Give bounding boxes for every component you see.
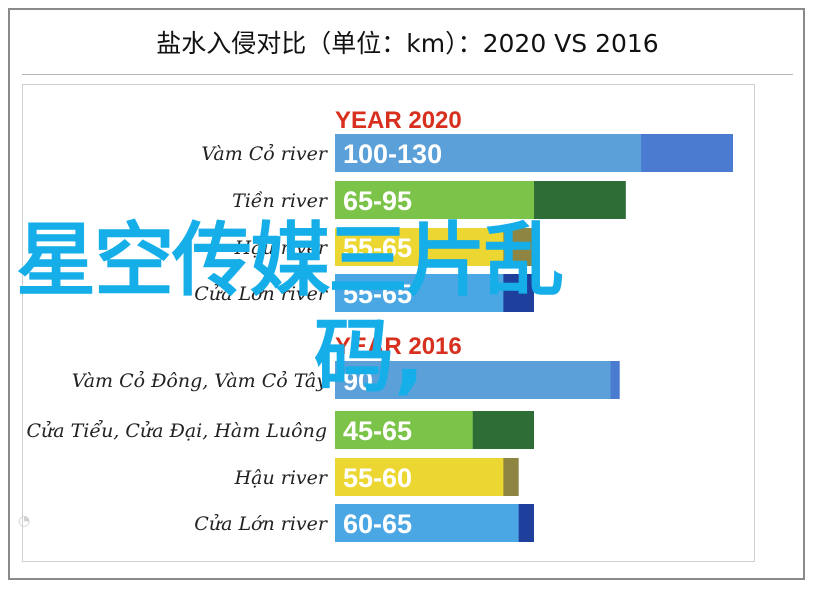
- bar-0-1: [335, 181, 534, 219]
- bar-value-label-0-2: 55-65: [343, 233, 412, 263]
- watermark-icon: ◔: [18, 513, 31, 529]
- category-label-0-1: Tiền river: [232, 190, 329, 212]
- overlay-text-line1: 星空传媒三片乱: [16, 214, 564, 307]
- title-divider: [22, 74, 793, 75]
- group-title-0: YEAR 2020: [335, 107, 462, 134]
- bar-1-3: [335, 504, 519, 542]
- bar-value-label-1-2: 55-60: [343, 463, 412, 493]
- bar-1-2: [335, 458, 504, 496]
- category-label-1-3: Cửa Lớn river: [194, 513, 329, 535]
- bar-value-label-1-1: 45-65: [343, 416, 412, 446]
- category-label-0-3: Cửa Lớn river: [194, 283, 329, 305]
- category-label-0-2: Hậu river: [234, 237, 329, 259]
- chart-image-border: [22, 84, 755, 562]
- group-title-1: YEAR 2016: [335, 333, 462, 360]
- overlay-text-line2: 码,: [314, 310, 425, 403]
- bar-0-2: [335, 228, 504, 266]
- page-title: 盐水入侵对比（单位：km）：2020 VS 2016: [156, 29, 659, 58]
- category-label-0-0: Vàm Cỏ river: [201, 143, 329, 165]
- bar-value-label-0-3: 55-65: [343, 279, 412, 309]
- bar-value-label-1-0: 90: [343, 366, 373, 396]
- category-label-1-1: Cửa Tiểu, Cửa Đại, Hàm Luông: [26, 420, 327, 442]
- bar-0-0: [335, 134, 642, 172]
- category-label-1-2: Hậu river: [234, 467, 329, 489]
- bar-0-3: [335, 274, 504, 312]
- bar-1-0: [335, 361, 611, 399]
- bar-value-label-1-3: 60-65: [343, 509, 412, 539]
- bar-value-label-0-0: 100-130: [343, 139, 442, 169]
- category-label-1-0: Vàm Cỏ Đông, Vàm Cỏ Tây: [72, 370, 328, 392]
- bar-1-1: [335, 411, 473, 449]
- bar-value-label-0-1: 65-95: [343, 186, 412, 216]
